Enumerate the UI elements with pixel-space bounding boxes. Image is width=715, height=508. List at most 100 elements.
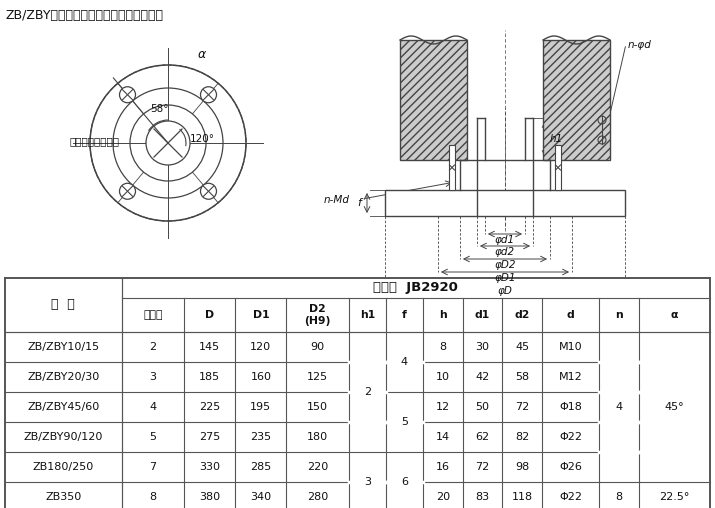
- Text: φD2: φD2: [494, 260, 516, 270]
- Text: α: α: [671, 310, 679, 320]
- Text: 8: 8: [439, 342, 446, 352]
- Text: ZB/ZBY与阀门连接的结构示意图及尺寸：: ZB/ZBY与阀门连接的结构示意图及尺寸：: [6, 9, 164, 22]
- Text: 380: 380: [199, 492, 220, 502]
- Text: 58°: 58°: [150, 104, 169, 114]
- Text: φD1: φD1: [494, 273, 516, 283]
- Circle shape: [119, 183, 136, 199]
- Text: 12: 12: [435, 402, 450, 412]
- Text: 3: 3: [149, 372, 157, 382]
- Circle shape: [119, 87, 136, 103]
- Text: 14: 14: [435, 432, 450, 442]
- Text: 58: 58: [516, 372, 529, 382]
- Text: φd1: φd1: [495, 235, 515, 245]
- Text: 45: 45: [516, 342, 529, 352]
- Bar: [449, 145, 455, 190]
- Text: ZB/ZBY45/60: ZB/ZBY45/60: [27, 402, 99, 412]
- Text: 6: 6: [401, 477, 408, 487]
- Text: 16: 16: [435, 462, 450, 472]
- Text: d2: d2: [515, 310, 530, 320]
- Text: 72: 72: [475, 462, 490, 472]
- Text: 275: 275: [199, 432, 220, 442]
- Text: 125: 125: [307, 372, 328, 382]
- Bar: [555, 145, 561, 190]
- Text: φd2: φd2: [495, 247, 515, 257]
- Text: 62: 62: [475, 432, 490, 442]
- Text: f: f: [357, 198, 361, 208]
- Text: 82: 82: [516, 432, 530, 442]
- Bar: [543, 40, 610, 160]
- Text: 7: 7: [149, 462, 157, 472]
- Text: 72: 72: [516, 402, 530, 412]
- Text: 185: 185: [199, 372, 220, 382]
- Text: M10: M10: [559, 342, 583, 352]
- Text: 83: 83: [475, 492, 490, 502]
- Text: Φ22: Φ22: [559, 492, 582, 502]
- Text: d: d: [567, 310, 575, 320]
- Text: ZB180/250: ZB180/250: [33, 462, 94, 472]
- Text: 120: 120: [250, 342, 272, 352]
- Text: 20: 20: [435, 492, 450, 502]
- Text: ZB/ZBY10/15: ZB/ZBY10/15: [27, 342, 99, 352]
- Text: ZB350: ZB350: [45, 492, 82, 502]
- Text: Φ22: Φ22: [559, 432, 582, 442]
- Text: 4: 4: [616, 402, 623, 412]
- Text: 与螺杆轴心线平行: 与螺杆轴心线平行: [70, 136, 120, 146]
- Text: h1: h1: [550, 134, 563, 144]
- Text: 2: 2: [149, 342, 157, 352]
- Text: 10: 10: [435, 372, 450, 382]
- Text: 3: 3: [364, 477, 371, 487]
- Text: 8: 8: [149, 492, 157, 502]
- Text: 180: 180: [307, 432, 328, 442]
- Text: 220: 220: [307, 462, 328, 472]
- Text: 5: 5: [401, 417, 408, 427]
- Text: 98: 98: [516, 462, 530, 472]
- Text: D2
(H9): D2 (H9): [305, 304, 331, 326]
- Text: M12: M12: [559, 372, 583, 382]
- Text: d1: d1: [475, 310, 490, 320]
- Text: 225: 225: [199, 402, 220, 412]
- Text: 转矩型  JB2920: 转矩型 JB2920: [373, 281, 458, 295]
- Bar: [5, 278, 710, 508]
- Circle shape: [200, 183, 217, 199]
- Text: 195: 195: [250, 402, 272, 412]
- Text: 法兰号: 法兰号: [143, 310, 162, 320]
- Text: 280: 280: [307, 492, 328, 502]
- Text: α: α: [198, 48, 206, 61]
- Bar: [385, 190, 625, 216]
- Text: D: D: [205, 310, 214, 320]
- Text: Φ26: Φ26: [559, 462, 582, 472]
- Text: 5: 5: [149, 432, 157, 442]
- Text: D1: D1: [252, 310, 269, 320]
- Bar: [400, 40, 467, 160]
- Text: f: f: [402, 310, 407, 320]
- Text: ZB/ZBY20/30: ZB/ZBY20/30: [27, 372, 99, 382]
- Text: 340: 340: [250, 492, 272, 502]
- Text: 2: 2: [364, 387, 371, 397]
- Text: 50: 50: [475, 402, 490, 412]
- Text: 235: 235: [250, 432, 272, 442]
- Text: 8: 8: [616, 492, 623, 502]
- Text: 145: 145: [199, 342, 220, 352]
- Text: n: n: [615, 310, 623, 320]
- Circle shape: [146, 121, 190, 165]
- Text: 120°: 120°: [190, 134, 215, 144]
- Text: h: h: [439, 310, 447, 320]
- Text: 90: 90: [310, 342, 325, 352]
- Text: h1: h1: [360, 310, 375, 320]
- Text: φD: φD: [498, 286, 513, 296]
- Text: 30: 30: [475, 342, 490, 352]
- Text: 4: 4: [149, 402, 157, 412]
- Text: 型  号: 型 号: [51, 299, 75, 311]
- Text: 150: 150: [307, 402, 328, 412]
- Text: 160: 160: [250, 372, 272, 382]
- Text: n-φd: n-φd: [628, 40, 652, 50]
- Text: 42: 42: [475, 372, 490, 382]
- Text: 285: 285: [250, 462, 272, 472]
- Text: 22.5°: 22.5°: [659, 492, 690, 502]
- Text: n-Md: n-Md: [324, 195, 350, 205]
- Text: 330: 330: [199, 462, 220, 472]
- Circle shape: [200, 87, 217, 103]
- Text: 45°: 45°: [665, 402, 684, 412]
- Text: 118: 118: [512, 492, 533, 502]
- Text: ZB/ZBY90/120: ZB/ZBY90/120: [24, 432, 103, 442]
